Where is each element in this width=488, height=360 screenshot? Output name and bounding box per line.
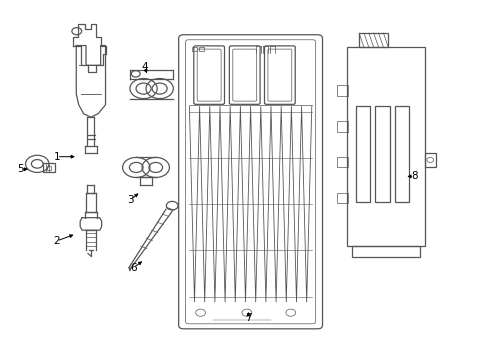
Bar [336, 157, 347, 167]
Bar [358, 33, 387, 47]
Bar [192, 47, 197, 51]
Text: 1: 1 [53, 152, 60, 162]
Bar [46, 166, 51, 170]
Bar [336, 193, 347, 203]
Bar [199, 47, 203, 51]
Text: 8: 8 [410, 171, 417, 181]
Bar [336, 121, 347, 132]
Text: 2: 2 [53, 236, 60, 246]
Text: 7: 7 [244, 313, 251, 323]
Bar [43, 163, 55, 172]
Text: 5: 5 [17, 164, 23, 174]
Bar [351, 246, 419, 257]
Text: 6: 6 [130, 263, 136, 273]
Bar [336, 85, 347, 96]
Bar [394, 105, 408, 202]
Bar [355, 105, 369, 202]
Text: 3: 3 [127, 195, 134, 205]
Bar [424, 153, 435, 167]
Bar [346, 47, 424, 246]
Text: 4: 4 [141, 62, 147, 72]
Bar [374, 105, 389, 202]
